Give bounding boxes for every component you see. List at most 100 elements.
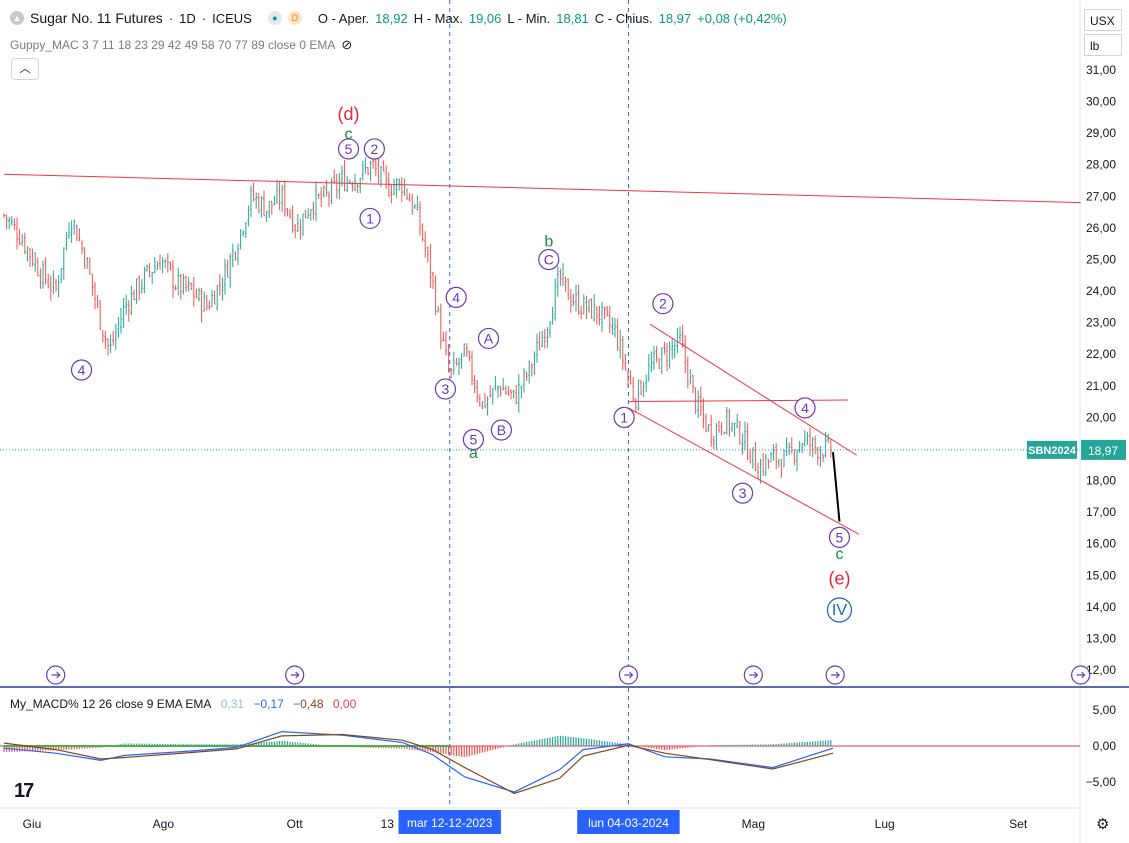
wave-label-circle[interactable] bbox=[337, 138, 360, 160]
gear-icon[interactable]: ⚙ bbox=[1096, 816, 1110, 833]
date-tag bbox=[398, 810, 501, 834]
price-tag-value[interactable] bbox=[1081, 439, 1126, 460]
price-tick-label: 15,00 bbox=[1086, 568, 1116, 582]
wave-label-circle[interactable] bbox=[445, 286, 467, 308]
wave-label[interactable]: 1 bbox=[366, 210, 374, 226]
wave-label-circle[interactable] bbox=[477, 327, 500, 350]
wave-label-circle[interactable] bbox=[363, 138, 385, 160]
wave-label[interactable]: 4 bbox=[801, 400, 809, 416]
wave-label[interactable]: (e) bbox=[828, 568, 850, 588]
wave-label[interactable]: c bbox=[345, 126, 353, 143]
time-tick-label: Mag bbox=[742, 817, 765, 831]
wave-label[interactable]: 4 bbox=[452, 289, 460, 305]
macd-tick-label: 0,00 bbox=[1093, 739, 1117, 753]
wave-label-circle[interactable] bbox=[826, 597, 853, 623]
wave-label[interactable]: 5 bbox=[836, 529, 844, 545]
wave-label[interactable]: b bbox=[544, 234, 553, 251]
wave-label-circle[interactable] bbox=[731, 482, 754, 504]
price-tag-value-text: 18,97 bbox=[1088, 444, 1118, 458]
wave-label[interactable]: B bbox=[497, 422, 506, 438]
high-value: 19,06 bbox=[468, 10, 502, 26]
macd-indicator-legend[interactable]: My_MACD% 12 26 close 9 EMA EMA 0,31 −0,1… bbox=[10, 697, 362, 711]
wave-label[interactable]: 4 bbox=[78, 362, 86, 378]
exchange-label: ICEUS bbox=[212, 10, 252, 26]
price-tick-label: 30,00 bbox=[1086, 95, 1116, 109]
price-tag-ticker[interactable] bbox=[1027, 440, 1077, 459]
trendline[interactable] bbox=[3, 173, 1081, 204]
price-tick-label: 16,00 bbox=[1086, 537, 1116, 551]
wave-label-circle[interactable] bbox=[434, 378, 457, 400]
interval-label[interactable]: 1D bbox=[179, 10, 196, 26]
change-value: +0,08 (+0,42%) bbox=[697, 10, 787, 26]
symbol-header: ▲ Sugar No. 11 Futures · 1D · ICEUS ● D … bbox=[10, 10, 787, 26]
arrow-right-icon bbox=[51, 671, 61, 679]
trendline[interactable] bbox=[649, 323, 857, 456]
unit-selector[interactable]: lb bbox=[1084, 34, 1122, 56]
price-tag-ticker-text: SBN2024 bbox=[1028, 445, 1077, 457]
arrow-right-icon bbox=[290, 671, 300, 679]
projection-line[interactable] bbox=[832, 452, 841, 522]
macd-value-4: 0,00 bbox=[332, 697, 357, 711]
wave-label-circle[interactable] bbox=[828, 526, 851, 548]
wave-label[interactable]: a bbox=[469, 445, 478, 462]
wave-label[interactable]: c bbox=[835, 546, 843, 563]
date-tag-label: mar 12-12-2023 bbox=[407, 816, 493, 830]
date-tag bbox=[577, 810, 680, 834]
wave-label-circle[interactable] bbox=[538, 248, 560, 271]
guppy-indicator-legend[interactable]: Guppy_MAC 3 7 11 18 23 29 42 49 58 70 77… bbox=[10, 37, 352, 53]
delay-badge[interactable]: D bbox=[287, 11, 302, 25]
close-label: C - Chius. bbox=[594, 10, 653, 26]
price-tick-label: 13,00 bbox=[1086, 631, 1116, 645]
wave-label[interactable]: C bbox=[544, 251, 554, 267]
macd-tick-label: −5,00 bbox=[1086, 775, 1117, 789]
chevron-up-icon: ︿ bbox=[19, 63, 31, 75]
open-value: 18,92 bbox=[375, 10, 408, 26]
wave-label-circle[interactable] bbox=[490, 419, 512, 441]
collapse-legend-button[interactable]: ︿ bbox=[11, 58, 39, 80]
high-label: H - Max. bbox=[413, 10, 463, 26]
price-tick-label: 28,00 bbox=[1086, 158, 1116, 172]
trendline[interactable] bbox=[628, 407, 860, 535]
wave-label[interactable]: 3 bbox=[442, 381, 450, 397]
macd-tick-label: 5,00 bbox=[1093, 703, 1117, 717]
time-tick-label: Giu bbox=[23, 817, 42, 831]
wave-label-circle[interactable] bbox=[359, 207, 381, 230]
status-dot-icon: ● bbox=[267, 11, 282, 25]
symbol-title[interactable]: Sugar No. 11 Futures bbox=[30, 10, 163, 26]
price-tick-label: 27,00 bbox=[1086, 189, 1116, 203]
close-value: 18,97 bbox=[658, 10, 692, 26]
currency-selector[interactable]: USX bbox=[1084, 9, 1122, 31]
time-tick-label: Ago bbox=[153, 817, 175, 831]
macd-indicator-label: My_MACD% 12 26 close 9 EMA EMA bbox=[10, 697, 212, 711]
low-value: 18,81 bbox=[556, 10, 589, 26]
low-label: L - Min. bbox=[507, 10, 551, 26]
price-tick-label: 14,00 bbox=[1086, 600, 1116, 614]
wave-label[interactable]: 2 bbox=[370, 141, 378, 157]
wave-label[interactable]: IV bbox=[832, 602, 847, 619]
price-tick-label: 24,00 bbox=[1086, 284, 1116, 298]
wave-label[interactable]: 3 bbox=[739, 485, 747, 501]
open-label: O - Aper. bbox=[317, 10, 370, 26]
wave-label-circle[interactable] bbox=[613, 406, 635, 428]
arrow-right-icon bbox=[831, 671, 841, 679]
wave-label[interactable]: 2 bbox=[659, 296, 667, 312]
wave-label-circle[interactable] bbox=[652, 293, 674, 315]
macd-line-macd bbox=[3, 730, 834, 793]
wave-label[interactable]: (d) bbox=[338, 104, 360, 124]
tradingview-logo[interactable]: 17 bbox=[14, 780, 34, 802]
time-tick-label: Set bbox=[1009, 817, 1028, 831]
time-tick-label: 13 bbox=[381, 817, 395, 831]
wave-label[interactable]: 5 bbox=[345, 141, 353, 157]
wave-label[interactable]: 5 bbox=[470, 431, 478, 447]
wave-label-circle[interactable] bbox=[794, 397, 816, 419]
price-tick-label: 20,00 bbox=[1086, 410, 1116, 424]
wave-label[interactable]: 1 bbox=[620, 409, 628, 425]
macd-value-2: −0,17 bbox=[253, 697, 284, 711]
wave-label-circle[interactable] bbox=[462, 428, 485, 451]
wave-label-circle[interactable] bbox=[70, 359, 93, 381]
eye-off-icon[interactable]: ⊘ bbox=[341, 37, 353, 52]
wave-label[interactable]: A bbox=[484, 330, 494, 346]
guppy-indicator-label: Guppy_MAC 3 7 11 18 23 29 42 49 58 70 77… bbox=[10, 38, 336, 52]
